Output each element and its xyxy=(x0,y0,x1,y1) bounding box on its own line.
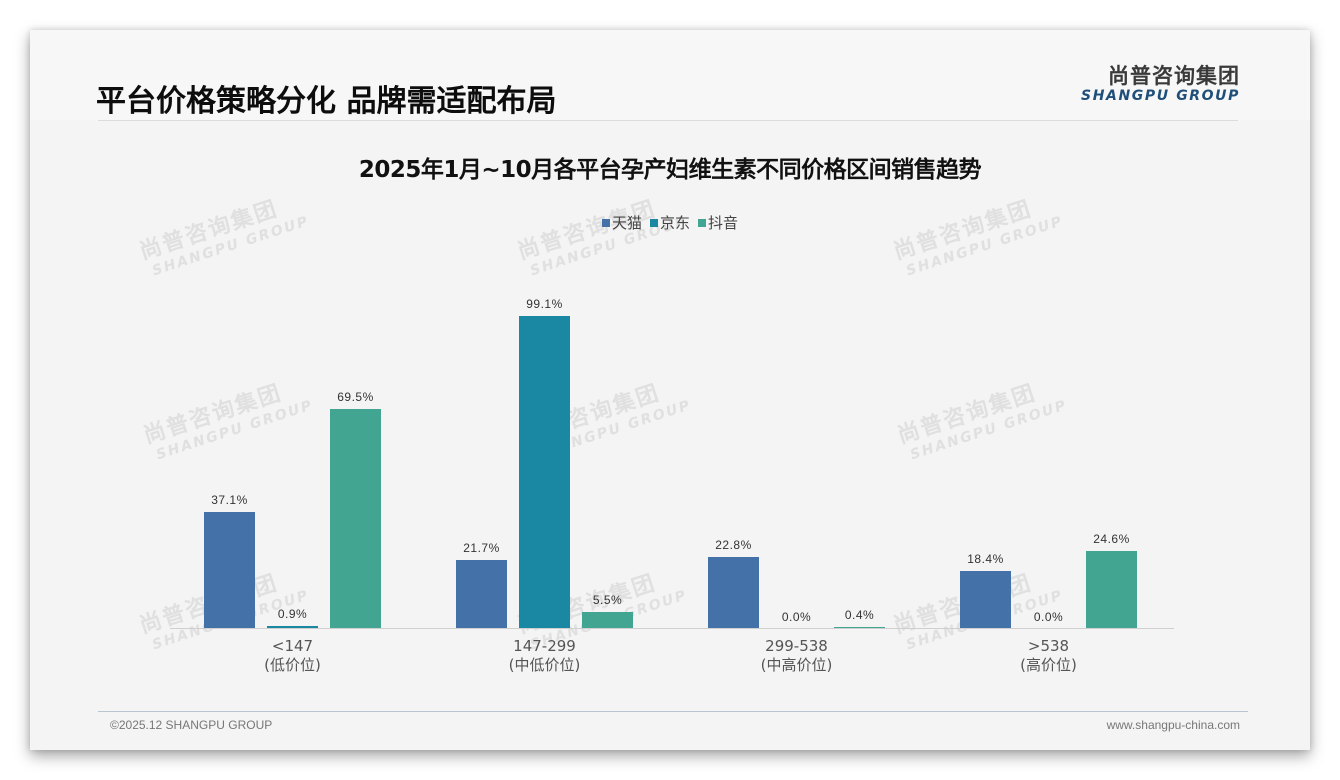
chart-title: 2025年1月~10月各平台孕产妇维生素不同价格区间销售趋势 xyxy=(358,157,982,183)
logo-chinese-text: 尚普咨询集团 xyxy=(1108,64,1240,88)
data-label: 0.0% xyxy=(781,610,812,624)
legend-item-tmall[interactable]: 天猫 xyxy=(601,212,642,233)
bar-tmall[interactable] xyxy=(708,556,759,629)
legend-item-douyin[interactable]: 抖音 xyxy=(698,212,738,233)
data-label: 37.1% xyxy=(211,492,248,507)
data-label: 24.6% xyxy=(1093,532,1130,547)
slide: 平台价格策略分化 品牌需适配布局 尚普咨询集团 SHANGPU GROUP 尚普… xyxy=(30,30,1310,750)
x-axis-category-label: 299-538 (中高价位) xyxy=(760,637,833,674)
data-label: 0.0% xyxy=(1033,610,1064,624)
legend-label: 抖音 xyxy=(708,214,739,232)
legend-label: 京东 xyxy=(659,214,690,232)
header-divider xyxy=(98,120,1238,121)
legend-item-jd[interactable]: 京东 xyxy=(649,212,690,233)
data-label: 69.5% xyxy=(337,390,374,405)
x-axis-category-label: <147 (低价位) xyxy=(264,637,321,674)
bar-douyin[interactable] xyxy=(582,611,633,629)
legend-swatch-jd xyxy=(649,218,658,227)
header-band xyxy=(30,30,1310,120)
data-label: 5.5% xyxy=(592,592,623,607)
bar-douyin[interactable] xyxy=(1086,551,1137,629)
legend-swatch-douyin xyxy=(698,218,706,227)
legend-swatch-tmall xyxy=(601,218,610,227)
x-axis-category-label: 147-299 (中低价位) xyxy=(508,637,581,674)
x-axis-category-label: >538 (高价位) xyxy=(1020,637,1077,674)
chart-legend: 天猫 京东 抖音 xyxy=(30,212,1310,233)
data-label: 99.1% xyxy=(526,296,563,311)
data-label: 0.4% xyxy=(844,608,875,622)
bar-tmall[interactable] xyxy=(456,560,507,629)
data-label: 22.8% xyxy=(715,537,752,552)
page-title: 平台价格策略分化 品牌需适配布局 xyxy=(96,84,557,119)
legend-label: 天猫 xyxy=(611,214,642,232)
footer-copyright: ©2025.12 SHANGPU GROUP xyxy=(110,718,273,732)
logo-english-text: SHANGPU GROUP xyxy=(1081,88,1240,104)
company-logo: 尚普咨询集团 SHANGPU GROUP xyxy=(1080,64,1240,104)
bar-jd[interactable] xyxy=(519,315,570,629)
bar-douyin[interactable] xyxy=(330,409,381,629)
x-axis-line xyxy=(170,628,1174,629)
data-label: 18.4% xyxy=(967,551,1004,566)
footer-website[interactable]: www.shangpu-china.com xyxy=(1106,718,1240,732)
bar-tmall[interactable] xyxy=(960,570,1011,629)
footer-divider xyxy=(98,711,1248,712)
bar-tmall[interactable] xyxy=(204,511,255,629)
bar-jd[interactable] xyxy=(267,626,318,629)
data-label: 21.7% xyxy=(463,541,500,556)
data-label: 0.9% xyxy=(277,607,308,622)
